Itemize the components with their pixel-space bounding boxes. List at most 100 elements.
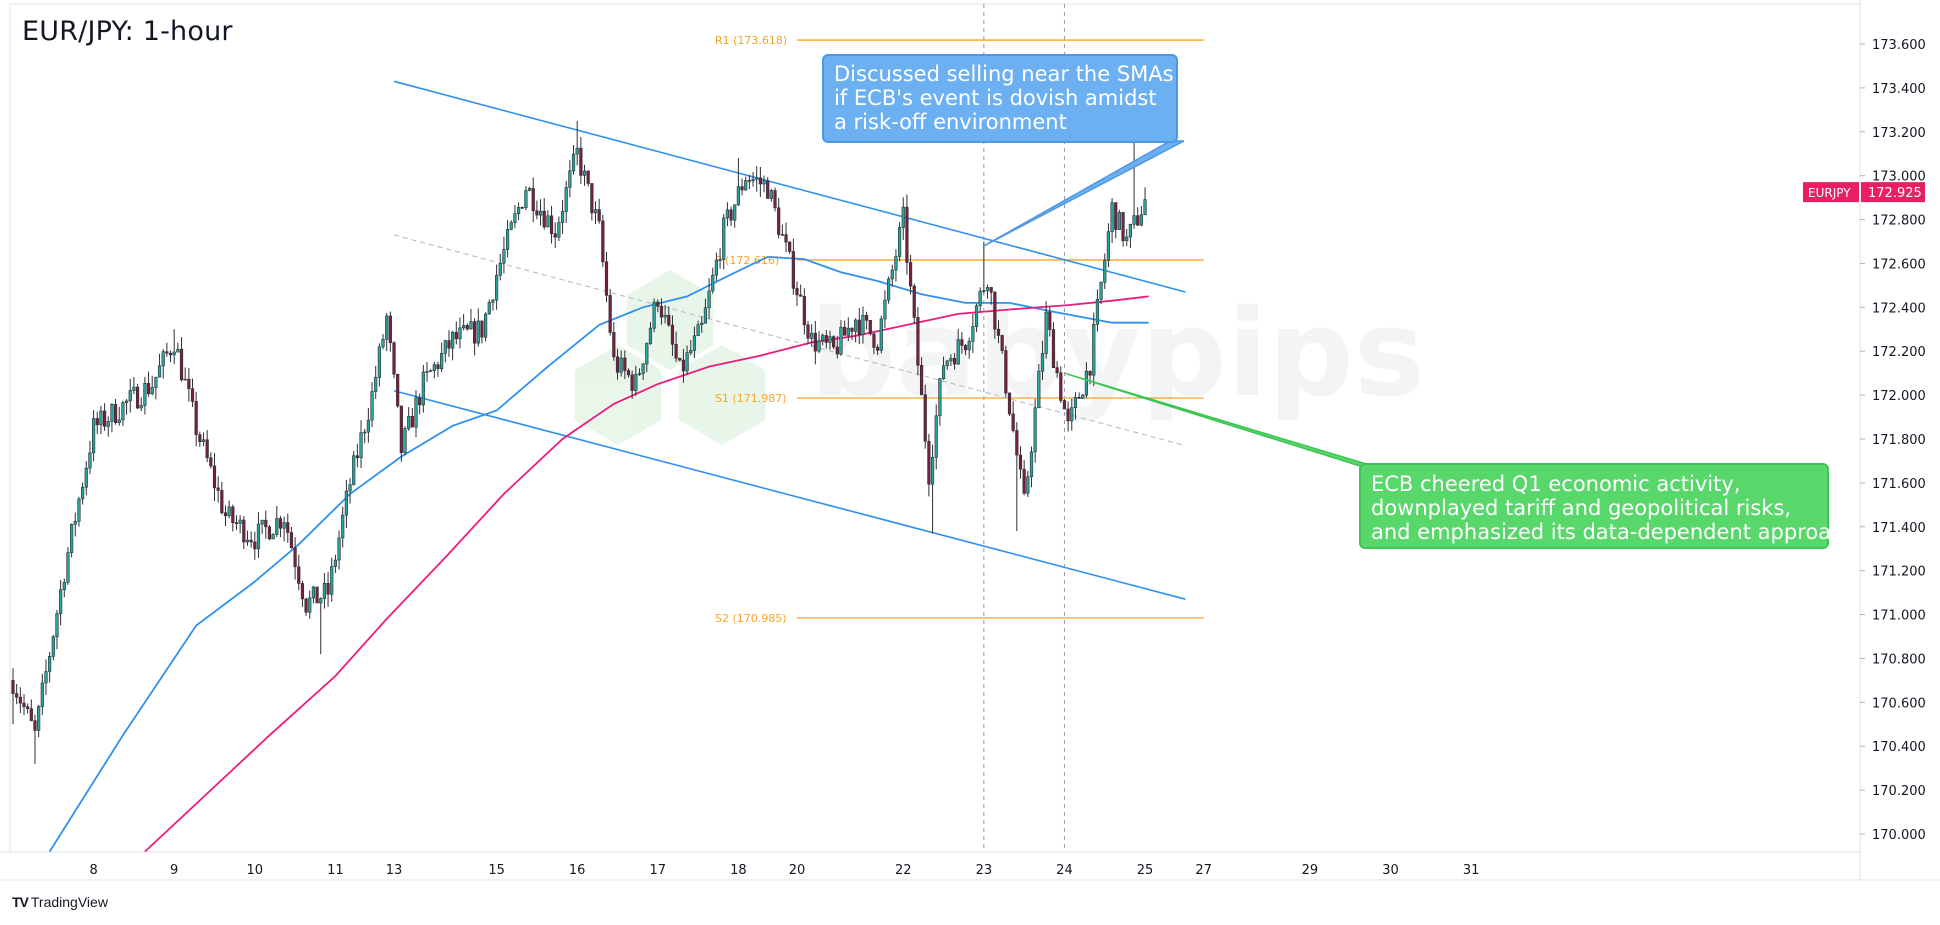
candle-body: [747, 180, 751, 182]
candle-body: [403, 428, 407, 453]
y-tick-label: 170.600: [1872, 696, 1926, 711]
x-tick-label: 11: [327, 863, 344, 878]
candle-body: [48, 656, 52, 672]
x-tick-label: 25: [1137, 863, 1154, 878]
last-price-label: 172.925: [1868, 186, 1922, 201]
candle-body: [846, 327, 850, 336]
annotation-callout-ecb[interactable]: ECB cheered Q1 economic activity, downpl…: [1359, 463, 1856, 549]
candle-body: [549, 215, 554, 234]
candle-body: [322, 582, 327, 599]
candle-body: [165, 351, 169, 354]
annotation-callout-dovish[interactable]: Discussed selling near the SMAs if ECB's…: [822, 54, 1178, 143]
candle-body: [139, 405, 143, 409]
annotation-line: and emphasized its data-dependent approa…: [1371, 520, 1856, 544]
candle-body: [934, 415, 938, 458]
candle-body: [289, 532, 294, 549]
candle-body: [956, 339, 960, 365]
candle-body: [927, 440, 931, 485]
candle-body: [1125, 236, 1129, 242]
annotation-pointer-dovish: [983, 140, 1185, 247]
candle-body: [930, 457, 935, 485]
candle-body: [656, 301, 660, 307]
candle-body: [608, 295, 612, 333]
candle-body: [40, 682, 44, 707]
brand-name: TradingView: [30, 894, 108, 910]
candle-body: [575, 147, 579, 155]
candle-body: [194, 401, 198, 435]
candle-body: [571, 153, 576, 172]
candle-body: [645, 343, 649, 365]
candle-body: [993, 291, 997, 330]
candle-body: [238, 519, 242, 524]
candle-body: [974, 305, 979, 327]
candle-body: [824, 335, 828, 343]
pivot-level-label: S1 (171.987): [715, 392, 787, 405]
candle-body: [1139, 214, 1143, 226]
candle-body: [396, 373, 400, 407]
candle-body: [1073, 396, 1078, 408]
candle-body: [81, 486, 85, 500]
candle-body: [659, 306, 664, 318]
x-tick-label: 17: [650, 863, 667, 878]
candle-body: [784, 234, 788, 243]
candle-body: [363, 431, 367, 434]
chart-title: EUR/JPY: 1-hour: [22, 16, 233, 47]
candle-body: [733, 204, 737, 221]
candle-body: [960, 339, 964, 346]
candle-body: [963, 345, 968, 351]
candle-body: [26, 706, 30, 709]
candle-body: [1128, 223, 1132, 238]
candle-body: [707, 290, 711, 309]
candle-body: [542, 210, 546, 228]
candle-body: [304, 598, 308, 613]
candle-body: [590, 183, 594, 214]
candle-body: [443, 340, 447, 354]
candle-body: [190, 388, 195, 402]
candle-body: [648, 327, 653, 344]
candle-body: [18, 696, 22, 704]
candle-body: [843, 326, 847, 336]
candle-body: [260, 519, 264, 525]
candle-body: [135, 386, 140, 409]
candle-body: [341, 514, 345, 539]
candle-body: [883, 299, 887, 320]
candle-body: [868, 319, 872, 335]
candle-body: [912, 285, 916, 318]
candle-body: [51, 636, 55, 657]
candle-body: [766, 180, 770, 199]
y-tick-label: 173.400: [1872, 82, 1926, 97]
candle-body: [597, 209, 601, 222]
x-tick-label: 31: [1463, 863, 1480, 878]
candle-body: [663, 314, 667, 318]
candle-body: [234, 522, 239, 524]
candle-body: [300, 583, 305, 600]
candle-body: [619, 357, 623, 373]
pivot-level-label: P (172.616): [715, 254, 779, 267]
candle-body: [725, 209, 730, 219]
annotation-line: a risk-off environment: [834, 110, 1067, 134]
candle-body: [117, 419, 121, 423]
candle-body: [799, 294, 803, 297]
x-tick-label: 18: [730, 863, 747, 878]
candle-body: [729, 209, 733, 221]
candle-body: [832, 336, 836, 348]
candle-body: [348, 484, 352, 492]
candle-body: [392, 342, 396, 375]
candle-body: [1066, 408, 1070, 422]
candle-body: [582, 170, 587, 176]
candle-body: [1088, 370, 1092, 376]
candle-body: [1033, 407, 1037, 453]
candle-body: [429, 370, 433, 372]
candle-body: [425, 371, 429, 373]
candle-body: [762, 180, 766, 185]
candle-body: [205, 439, 209, 459]
candle-body: [33, 720, 37, 731]
candle-body: [1015, 430, 1019, 456]
candle-body: [919, 364, 924, 396]
candle-body: [62, 581, 66, 591]
candle-body: [84, 467, 88, 488]
tradingview-brand[interactable]: TV TradingView: [12, 894, 108, 910]
candle-body: [366, 419, 370, 433]
